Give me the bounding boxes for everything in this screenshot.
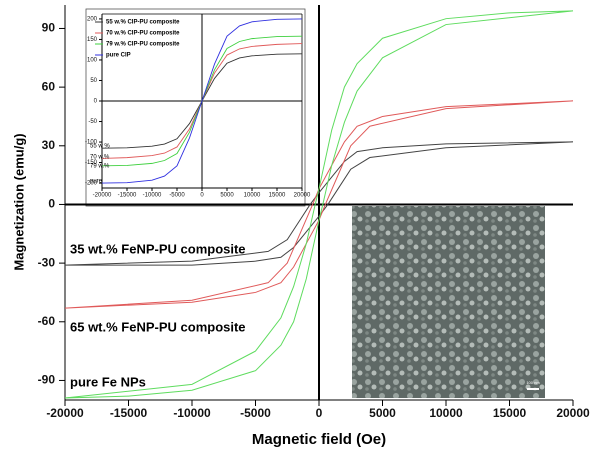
legend-label: pure CIP bbox=[106, 53, 131, 59]
x-tick-label: 15000 bbox=[269, 193, 286, 199]
y-tick-label: -30 bbox=[38, 255, 56, 269]
series-label: 65 wt.% FeNP-PU composite bbox=[70, 319, 246, 334]
y-tick-label: 150 bbox=[87, 37, 98, 43]
figure: 100 nm Magnetic field (Oe) Magnetization… bbox=[0, 0, 592, 450]
x-tick-label: -5000 bbox=[169, 193, 185, 199]
sem-image: 100 nm bbox=[352, 206, 545, 398]
x-tick-label: 5000 bbox=[220, 193, 234, 199]
x-tick-label: 20000 bbox=[294, 193, 311, 199]
y-axis-label: Magnetization (emu/g) bbox=[11, 133, 26, 270]
inset-frame bbox=[86, 9, 305, 206]
x-tick-label: -20000 bbox=[46, 406, 84, 420]
legend-label: 55 w.% CIP-PU composite bbox=[106, 20, 180, 26]
annotation: pure bbox=[90, 179, 103, 185]
x-tick-label: -15000 bbox=[118, 193, 137, 199]
x-tick-label: 15000 bbox=[493, 406, 527, 420]
x-tick-label: 10000 bbox=[244, 193, 261, 199]
x-tick-label: 20000 bbox=[556, 406, 590, 420]
y-tick-label: 30 bbox=[42, 138, 56, 152]
x-tick-label: 5000 bbox=[369, 406, 396, 420]
y-tick-label: 100 bbox=[87, 58, 98, 64]
annotation: 55 w % bbox=[90, 144, 110, 150]
x-tick-label: 0 bbox=[316, 406, 323, 420]
x-tick-label: -10000 bbox=[173, 406, 211, 420]
scale-label: 100 nm bbox=[526, 380, 540, 385]
sem-photo bbox=[352, 206, 545, 398]
y-tick-label: -90 bbox=[38, 373, 56, 387]
x-tick-label: -20000 bbox=[93, 193, 112, 199]
legend-label: 79 w.% CIP-PU composite bbox=[106, 42, 180, 48]
y-tick-label: 60 bbox=[42, 79, 56, 93]
x-tick-label: -15000 bbox=[110, 406, 148, 420]
page: {"chart_data":[ {"type":"line","xlabel":… bbox=[0, 0, 592, 455]
x-tick-label: -10000 bbox=[143, 193, 162, 199]
y-tick-label: -50 bbox=[88, 119, 97, 125]
series-label: 35 wt.% FeNP-PU composite bbox=[70, 241, 246, 256]
y-tick-label: 90 bbox=[42, 21, 56, 35]
series-label: pure Fe NPs bbox=[70, 374, 146, 389]
x-axis-label: Magnetic field (Oe) bbox=[252, 431, 386, 448]
legend-label: 70 w.% CIP-PU composite bbox=[106, 31, 180, 37]
annotation: 79 w.% bbox=[90, 164, 110, 170]
y-tick-label: 0 bbox=[48, 197, 55, 211]
y-tick-label: -60 bbox=[38, 314, 56, 328]
x-tick-label: 10000 bbox=[429, 406, 463, 420]
x-tick-label: -5000 bbox=[240, 406, 271, 420]
y-tick-label: 50 bbox=[90, 78, 97, 84]
annotation: 70 w.% bbox=[90, 155, 110, 161]
